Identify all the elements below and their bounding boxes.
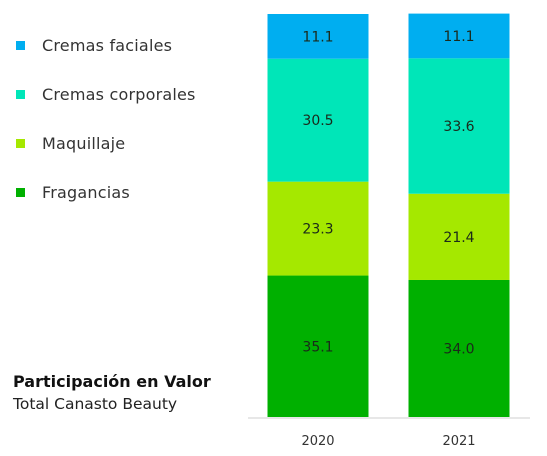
legend-item: Fragancias <box>16 180 196 204</box>
data-label: 11.1 <box>302 29 333 45</box>
data-label: 11.1 <box>443 29 474 45</box>
legend-label: Cremas faciales <box>42 35 173 55</box>
x-tick-label: 2020 <box>301 434 334 449</box>
bar-segment <box>267 181 369 276</box>
data-label: 34.0 <box>443 341 474 357</box>
legend-swatch <box>16 138 25 148</box>
bar-segment <box>267 58 369 182</box>
bar-segment <box>408 13 510 59</box>
legend-item: Cremas corporales <box>16 82 196 106</box>
x-tick-label: 2021 <box>442 434 475 449</box>
data-label: 21.4 <box>443 230 474 246</box>
legend-label: Fragancias <box>42 182 130 202</box>
bar-segment <box>267 275 369 417</box>
legend: Cremas faciales Cremas corporales Maquil… <box>16 33 196 229</box>
legend-swatch <box>16 187 25 197</box>
caption-title: Participación en Valor <box>13 372 211 391</box>
legend-item: Maquillaje <box>16 131 196 155</box>
legend-swatch <box>16 40 25 50</box>
bar-segment <box>267 14 369 59</box>
legend-swatch <box>16 89 25 99</box>
chart-caption: Participación en Valor Total Canasto Bea… <box>13 371 211 415</box>
legend-label: Cremas corporales <box>42 84 196 104</box>
bar-segment <box>408 193 510 280</box>
data-label: 35.1 <box>302 339 333 355</box>
legend-label: Maquillaje <box>42 133 126 153</box>
caption-subtitle: Total Canasto Beauty <box>13 395 178 413</box>
legend-item: Cremas faciales <box>16 33 196 57</box>
data-label: 23.3 <box>302 222 333 238</box>
bar-segment <box>408 279 510 417</box>
data-label: 30.5 <box>302 113 333 129</box>
data-label: 33.6 <box>443 119 474 135</box>
bar-segment <box>408 58 510 194</box>
